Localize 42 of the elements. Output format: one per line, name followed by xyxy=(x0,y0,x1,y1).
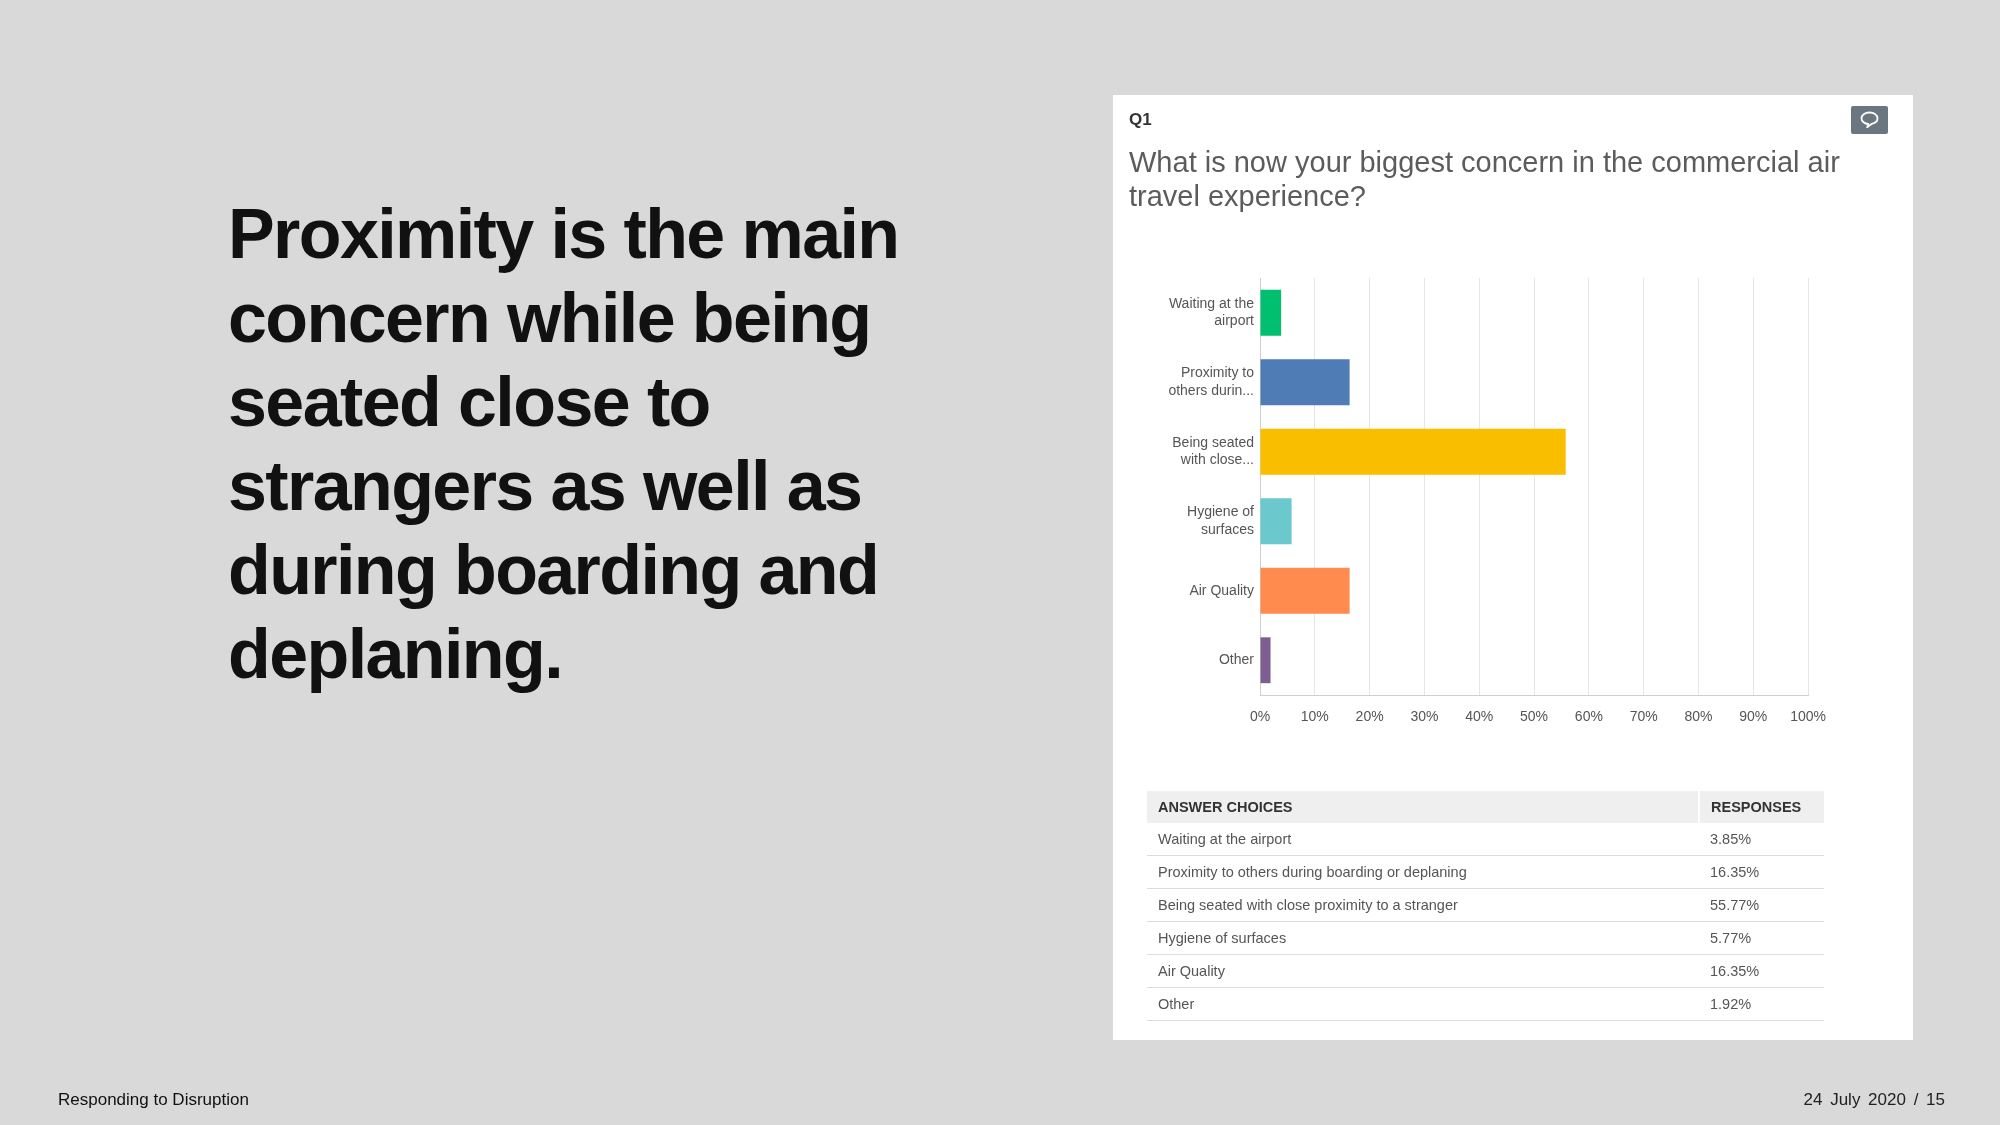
y-tick-label: Hygiene of surfaces xyxy=(1187,503,1255,537)
x-tick-label: 20% xyxy=(1355,708,1384,725)
text: Q1 xyxy=(1129,110,1152,130)
text: Proximity is the main concern while being seated close to strangers as well as during boarding and deplaning. xyxy=(228,194,900,695)
text: 55.77% xyxy=(1699,888,1824,922)
text: Proximity to others during boarding or deplaning xyxy=(1147,855,1699,889)
x-tick-label: 50% xyxy=(1520,708,1549,725)
y-tick-label: Waiting at the airport xyxy=(1168,294,1255,329)
x-tick-label: 90% xyxy=(1739,708,1768,725)
bar xyxy=(1260,637,1271,684)
x-tick-label: 100% xyxy=(1790,708,1826,725)
text: 1.92% xyxy=(1699,987,1824,1021)
bar xyxy=(1260,359,1350,406)
text: 3.85% xyxy=(1699,823,1824,856)
x-tick-label: 0% xyxy=(1249,708,1271,725)
y-tick-label: Air Quality xyxy=(1189,581,1254,598)
x-tick-label: 60% xyxy=(1574,708,1603,725)
bar xyxy=(1260,498,1292,545)
text: 16.35% xyxy=(1699,855,1824,889)
text: Other xyxy=(1147,987,1699,1021)
x-tick-label: 80% xyxy=(1684,708,1713,725)
bar xyxy=(1260,289,1282,336)
bar xyxy=(1260,567,1350,614)
y-tick-label: Being seated with close... xyxy=(1172,433,1254,468)
bar xyxy=(1260,428,1566,475)
y-tick-label: Other xyxy=(1218,651,1255,668)
chart-title: What is now your biggest concern in the commercial air travel experience? xyxy=(1129,145,1841,213)
text: RESPONSES xyxy=(1699,791,1824,823)
text: Responding to Disruption xyxy=(58,1090,249,1110)
text: 16.35% xyxy=(1699,954,1824,988)
y-tick-label: Proximity to others durin... xyxy=(1168,364,1255,398)
x-tick-label: 40% xyxy=(1465,708,1494,725)
text: 24 July 2020 / 15 xyxy=(1803,1090,1945,1110)
text: Air Quality xyxy=(1147,954,1699,988)
x-tick-label: 70% xyxy=(1629,708,1658,725)
text: Hygiene of surfaces xyxy=(1147,921,1699,955)
x-tick-label: 30% xyxy=(1410,708,1439,725)
text: 5.77% xyxy=(1699,921,1824,955)
text: Being seated with close proximity to a stranger xyxy=(1147,888,1699,922)
x-tick-label: 10% xyxy=(1300,708,1329,725)
text: Waiting at the airport xyxy=(1147,823,1699,856)
text: ANSWER CHOICES xyxy=(1147,791,1699,823)
